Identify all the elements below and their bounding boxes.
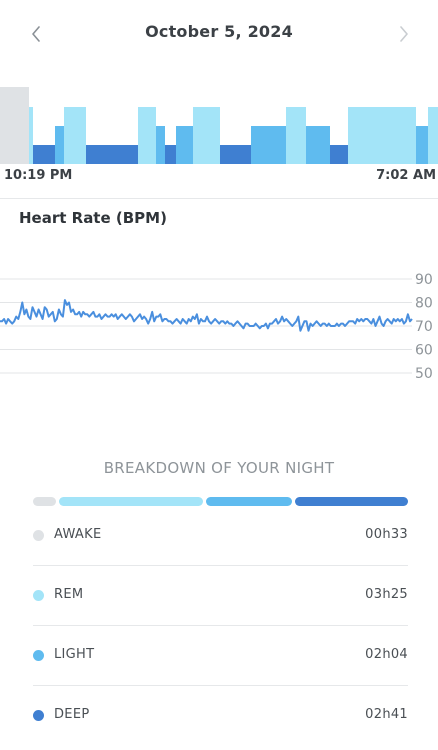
hypnogram-block [55,126,64,164]
heart-rate-title: Heart Rate (BPM) [19,209,167,227]
stage-duration: 02h04 [365,647,408,662]
rem-dot-icon [33,590,44,601]
hypnogram-block [138,107,156,164]
heart-rate-chart: 90 80 70 60 50 [0,272,433,382]
hypnogram-block [193,107,220,164]
breakdown-segment-light [205,497,293,506]
hypnogram-block [86,145,138,164]
stage-duration: 02h41 [365,707,408,722]
hypnogram-block [165,145,176,164]
hypnogram-block [428,107,438,164]
sleep-end-time: 7:02 AM [376,168,436,183]
breakdown-segment-rem [59,497,203,506]
awake-dot-icon [33,530,44,541]
section-divider [0,198,438,199]
hypnogram-block [220,145,251,164]
next-day-button[interactable] [384,14,424,54]
y-tick-label: 70 [415,319,433,335]
hypnogram-block [156,126,165,164]
hypnogram-block [0,87,29,164]
hypnogram-block [64,107,86,164]
hypnogram-block [330,145,348,164]
sleep-start-time: 10:19 PM [4,168,73,183]
hypnogram-block [416,126,428,164]
stage-duration: 03h25 [365,587,408,602]
stage-duration: 00h33 [365,527,408,542]
hypnogram-block [33,145,55,164]
chevron-left-icon [32,26,40,42]
hypnogram-block [176,126,193,164]
hypnogram-block [306,126,330,164]
light-dot-icon [33,650,44,661]
stage-breakdown-bar [33,497,408,506]
stage-row-deep: DEEP 02h41 [33,686,408,745]
stage-row-awake: AWAKE 00h33 [33,506,408,566]
stage-list: AWAKE 00h33 REM 03h25 LIGHT 02h04 DEEP 0… [33,506,408,745]
stage-name: AWAKE [54,527,102,542]
y-tick-label: 80 [415,296,433,312]
hypnogram-block [286,107,306,164]
y-tick-label: 90 [415,272,433,288]
hypnogram-block [348,107,416,164]
stage-row-light: LIGHT 02h04 [33,626,408,686]
previous-day-button[interactable] [16,14,56,54]
y-tick-label: 60 [415,343,433,359]
breakdown-title: BREAKDOWN OF YOUR NIGHT [103,459,335,477]
stage-name: LIGHT [54,647,95,662]
date-title: October 5, 2024 [145,22,293,41]
hypnogram-block [29,107,33,164]
stage-name: REM [54,587,84,602]
date-header: October 5, 2024 [0,0,438,66]
breakdown-segment-awake [33,497,57,506]
chevron-right-icon [400,26,408,42]
sleep-stage-hypnogram [0,87,438,164]
y-tick-label: 50 [415,366,433,382]
stage-name: DEEP [54,707,90,722]
heart-rate-line [0,299,413,332]
deep-dot-icon [33,710,44,721]
stage-row-rem: REM 03h25 [33,566,408,626]
breakdown-segment-deep [295,497,408,506]
hypnogram-block [251,126,286,164]
